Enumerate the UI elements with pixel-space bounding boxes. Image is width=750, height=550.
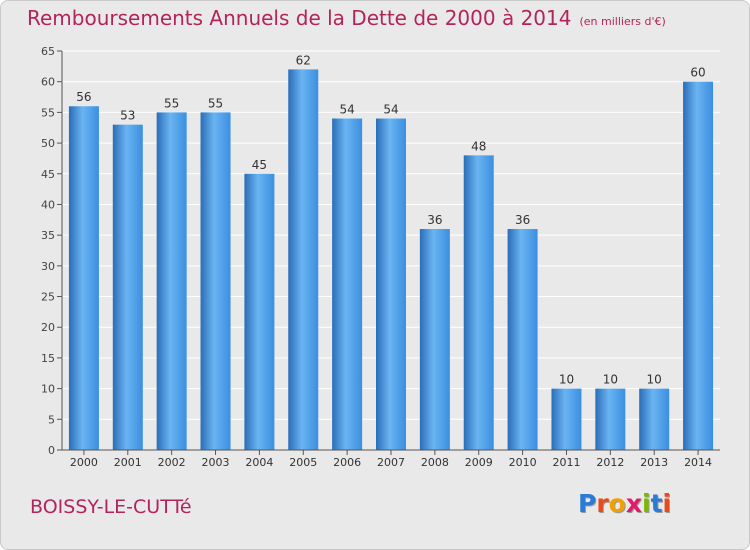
data-label: 10: [559, 373, 574, 387]
y-tick-label: 55: [41, 106, 55, 119]
x-tick-label: 2011: [552, 456, 580, 469]
data-label: 55: [164, 96, 179, 110]
y-tick-label: 25: [41, 291, 55, 304]
bar: [332, 118, 363, 451]
bar: [507, 229, 538, 450]
logo-letter: x: [625, 489, 642, 518]
bar: [419, 229, 450, 450]
x-tick-label: 2008: [421, 456, 449, 469]
data-label: 53: [120, 109, 135, 123]
logo-letter: t: [650, 489, 663, 518]
bar: [200, 112, 231, 450]
data-label: 45: [252, 158, 267, 172]
chart-unit: (en milliers d'€): [579, 15, 666, 28]
chart-title: Remboursements Annuels de la Dette de 20…: [27, 6, 666, 30]
x-tick-label: 2004: [245, 456, 273, 469]
y-tick-label: 0: [48, 444, 55, 457]
bar: [68, 106, 99, 450]
x-tick-label: 2005: [289, 456, 317, 469]
x-tick-label: 2000: [70, 456, 98, 469]
x-tick-label: 2014: [684, 456, 712, 469]
bar: [156, 112, 187, 450]
y-tick-label: 35: [41, 229, 55, 242]
proxiti-logo: Proxiti: [578, 489, 671, 518]
y-tick-label: 5: [48, 413, 55, 426]
data-label: 56: [76, 90, 91, 104]
logo-letter: i: [662, 489, 672, 518]
commune-name: BOISSY-LE-CUTTé: [30, 496, 192, 518]
data-label: 36: [427, 213, 442, 227]
y-tick-label: 15: [41, 352, 55, 365]
chart-title-text: Remboursements Annuels de la Dette de 20…: [27, 6, 572, 30]
bar: [112, 124, 143, 451]
data-label: 54: [339, 103, 354, 117]
logo-letter: P: [578, 489, 597, 518]
y-tick-label: 30: [41, 260, 55, 273]
data-label: 55: [208, 96, 223, 110]
bar: [683, 81, 714, 450]
bar: [551, 388, 582, 450]
bar: [463, 155, 494, 450]
x-tick-label: 2001: [114, 456, 142, 469]
data-label: 48: [471, 139, 486, 153]
y-tick-label: 10: [41, 383, 55, 396]
bar: [595, 388, 626, 450]
x-tick-label: 2003: [202, 456, 230, 469]
logo-letter: r: [596, 489, 609, 518]
x-tick-label: 2012: [596, 456, 624, 469]
bar: [376, 118, 406, 451]
y-tick-label: 60: [41, 76, 55, 89]
y-tick-label: 20: [41, 321, 55, 334]
bar: [639, 388, 670, 450]
x-tick-label: 2007: [377, 456, 405, 469]
bar: [244, 173, 275, 450]
y-tick-label: 50: [41, 137, 55, 150]
x-tick-label: 2010: [509, 456, 537, 469]
data-label: 62: [296, 53, 311, 67]
y-tick-label: 40: [41, 198, 55, 211]
x-tick-label: 2006: [333, 456, 361, 469]
data-label: 54: [383, 103, 398, 117]
logo-letter: o: [608, 489, 626, 518]
y-tick-label: 45: [41, 168, 55, 181]
data-label: 60: [690, 66, 705, 80]
x-tick-label: 2013: [640, 456, 668, 469]
y-tick-label: 65: [41, 45, 55, 58]
logo-letter: i: [642, 489, 651, 518]
x-tick-label: 2002: [158, 456, 186, 469]
x-tick-label: 2009: [465, 456, 493, 469]
data-label: 36: [515, 213, 530, 227]
bar: [288, 69, 319, 451]
data-label: 10: [603, 373, 618, 387]
data-label: 10: [647, 373, 662, 387]
